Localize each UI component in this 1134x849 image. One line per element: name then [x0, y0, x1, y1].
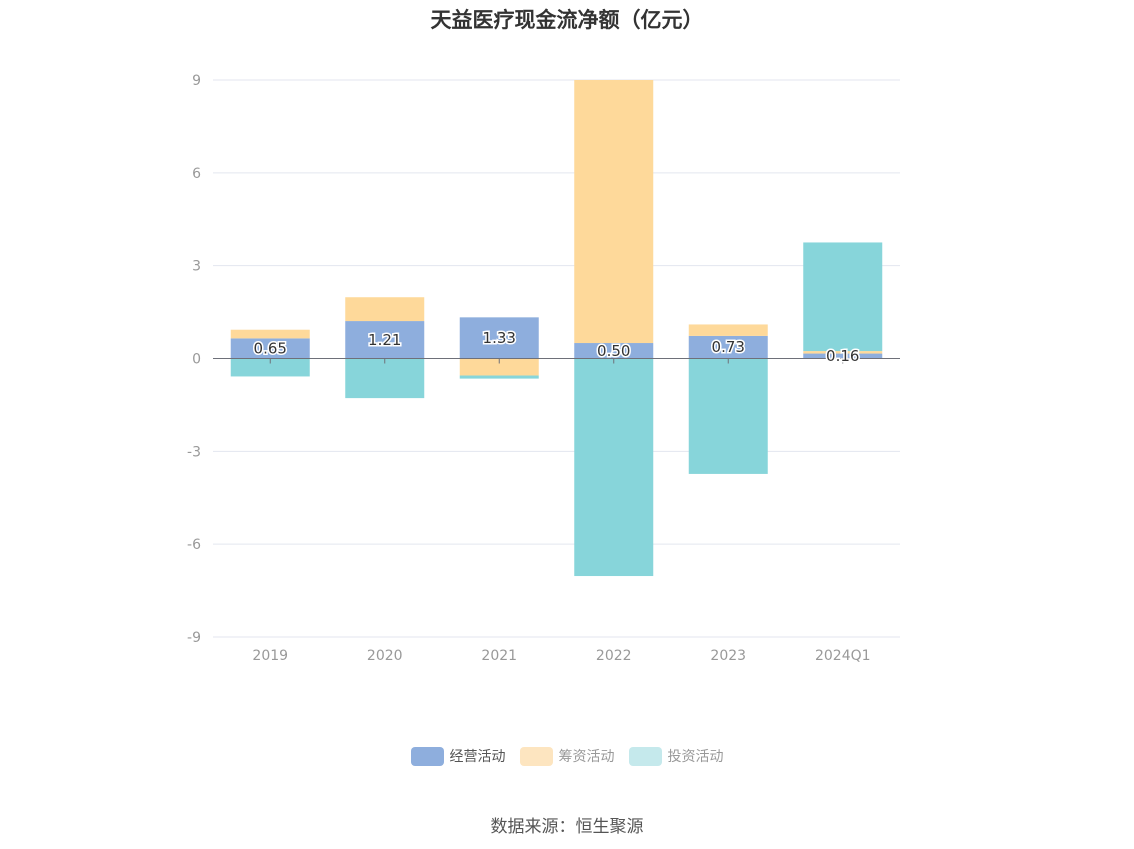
bar-operating — [803, 353, 883, 359]
bar-financing — [459, 358, 539, 376]
legend-item-investing[interactable]: 投资活动 — [628, 746, 724, 766]
axis-layer: 9 6 3 0 -3 -6 -9 2019 2020 2021 2022 2023 2024Q1 — [187, 73, 900, 664]
bar-operating — [688, 335, 768, 359]
legend-item-financing[interactable]: 筹资活动 — [519, 746, 615, 766]
bar-financing — [688, 324, 768, 336]
data-label-operating: 1.33 — [483, 329, 516, 347]
data-label-operating: 0.65 — [254, 339, 287, 357]
legend-label-operating: 经营活动 — [449, 749, 506, 765]
legend-swatch-investing — [628, 746, 662, 766]
data-label-operating: 1.21 — [368, 331, 401, 349]
y-tick-label: -3 — [187, 444, 201, 460]
bar-investing — [688, 358, 768, 474]
bar-financing — [574, 80, 654, 344]
bar-operating — [230, 338, 310, 359]
y-tick-label: -9 — [187, 630, 201, 646]
data-source-note: 数据来源：恒生聚源 — [490, 817, 644, 837]
legend: 经营活动 筹资活动 投资活动 — [0, 746, 1134, 766]
legend-swatch-operating — [410, 746, 444, 766]
bar-financing — [803, 351, 883, 354]
label-layer: 0.65 1.21 1.33 0.50 0.73 0.16 — [252, 327, 861, 366]
bar-investing — [345, 358, 425, 399]
bar-layer — [230, 80, 883, 577]
bar-financing — [345, 297, 425, 322]
legend-label-financing: 筹资活动 — [558, 749, 615, 765]
y-tick-label: 0 — [192, 352, 201, 368]
bar-operating — [574, 343, 654, 359]
legend-swatch-financing — [519, 746, 553, 766]
bar-financing — [230, 329, 310, 339]
legend-item-operating[interactable]: 经营活动 — [410, 746, 506, 766]
bar-operating — [459, 317, 539, 359]
x-tick-label: 2021 — [481, 648, 517, 664]
x-tick-label: 2023 — [710, 648, 746, 664]
bar-operating — [345, 321, 425, 359]
y-tick-label: -6 — [187, 537, 201, 553]
x-tick-label: 2020 — [367, 648, 403, 664]
bar-investing — [459, 375, 539, 379]
chart-title: 天益医疗现金流净额（亿元） — [430, 8, 704, 32]
y-tick-label: 9 — [192, 73, 201, 89]
grid-layer — [213, 79, 900, 638]
legend-label-investing: 投资活动 — [667, 749, 724, 765]
data-label-operating: 0.50 — [597, 342, 630, 360]
data-label-operating: 0.73 — [712, 338, 745, 356]
bar-investing — [803, 242, 883, 352]
x-tick-label: 2022 — [596, 648, 632, 664]
bar-investing — [574, 358, 654, 577]
y-tick-label: 6 — [192, 166, 201, 182]
x-tick-label: 2024Q1 — [815, 648, 871, 664]
y-tick-label: 3 — [192, 259, 201, 275]
bar-investing — [230, 358, 310, 377]
data-label-operating: 0.16 — [826, 347, 859, 365]
x-tick-label: 2019 — [252, 648, 288, 664]
